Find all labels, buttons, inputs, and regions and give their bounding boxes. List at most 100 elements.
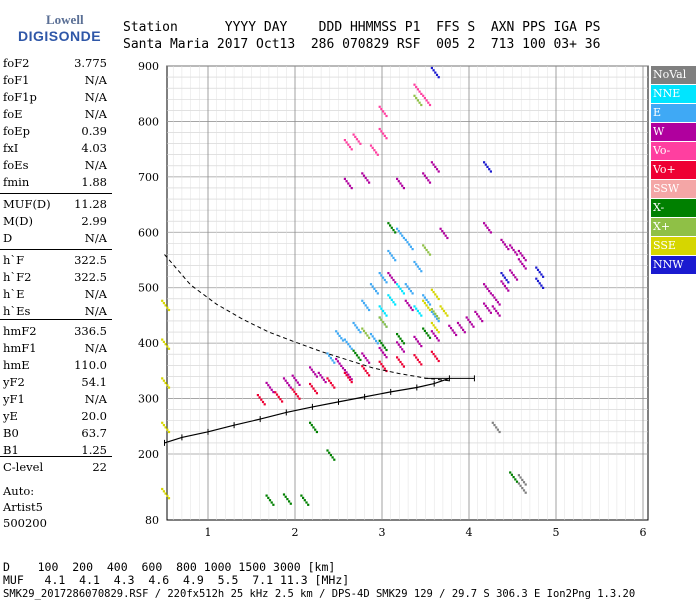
echo-point — [335, 330, 338, 333]
param-value: 322.5 — [74, 253, 107, 267]
param-label: hmF1 — [3, 341, 37, 355]
echo-point — [456, 321, 460, 325]
echo-point — [166, 428, 169, 431]
echo-point — [369, 333, 373, 336]
echo-point — [315, 430, 318, 434]
echo-point — [376, 342, 379, 345]
echo-point — [437, 320, 440, 323]
echo-point — [483, 283, 486, 286]
echo-point — [432, 163, 435, 166]
echo-point — [161, 377, 164, 380]
echo-point — [481, 320, 484, 323]
echo-point — [378, 105, 381, 108]
echo-point — [406, 241, 409, 244]
echo-point — [486, 165, 489, 168]
echo-point — [263, 403, 266, 406]
echo-point — [493, 296, 496, 299]
echo-point — [373, 149, 376, 152]
echo-point — [435, 73, 439, 76]
echo-point — [161, 338, 164, 341]
echo-point — [333, 386, 336, 389]
echo-point — [434, 312, 437, 315]
echo-point — [267, 384, 270, 387]
echo-point — [420, 363, 423, 366]
echo-point — [496, 301, 499, 304]
param-row-hmf2: hmF2 336.5 — [3, 324, 109, 340]
echo-point — [420, 345, 423, 348]
echo-point — [430, 350, 433, 353]
echo-point — [385, 314, 388, 317]
echo-point — [361, 365, 364, 368]
echo-point — [517, 258, 520, 261]
echo-point — [260, 398, 263, 401]
param-row-yf1: yF1 N/A — [3, 392, 109, 408]
plot-frame — [166, 65, 649, 521]
echo-point — [408, 243, 411, 246]
echo-point — [430, 321, 433, 325]
echo-point — [522, 265, 526, 268]
echo-point — [488, 290, 491, 293]
legend-item-e: E — [651, 104, 696, 122]
echo-point — [289, 502, 292, 505]
echo-point — [517, 249, 520, 253]
echo-point — [396, 283, 399, 286]
echo-point — [385, 137, 388, 140]
echo-point — [166, 345, 169, 348]
echo-point — [505, 278, 508, 282]
echo-point — [496, 312, 499, 315]
echo-point — [402, 236, 405, 240]
echo-point — [522, 489, 526, 492]
echo-point — [291, 374, 294, 377]
echo-point — [164, 343, 167, 346]
echo-point — [446, 314, 449, 317]
echo-point — [164, 304, 167, 307]
param-label: hmF2 — [3, 324, 37, 338]
echo-point — [495, 426, 498, 429]
echo-point — [507, 289, 510, 292]
echo-point — [364, 176, 367, 180]
echo-point — [394, 231, 397, 234]
echo-point — [328, 451, 331, 454]
echo-point — [418, 90, 421, 93]
echo-point — [296, 381, 299, 384]
echo-point — [397, 230, 400, 233]
echo-point — [413, 335, 416, 338]
echo-point — [282, 377, 286, 380]
echo-point — [352, 349, 355, 352]
echo-point — [258, 396, 261, 399]
echo-point — [275, 393, 279, 396]
echo-point — [432, 353, 435, 356]
echo-point — [396, 333, 399, 336]
echo-point — [392, 301, 395, 304]
echo-point — [425, 99, 428, 102]
echo-point — [439, 305, 442, 308]
echo-point — [409, 306, 412, 309]
echo-point — [397, 358, 400, 361]
echo-point — [389, 274, 392, 277]
echo-point — [396, 356, 399, 359]
echo-point — [300, 494, 303, 497]
param-row-muf-d-: MUF(D) 11.28 — [3, 197, 109, 213]
echo-point — [333, 458, 336, 461]
echo-point — [164, 426, 167, 429]
echo-point — [495, 309, 498, 313]
echo-point — [479, 317, 482, 320]
echo-point — [505, 245, 508, 248]
logo-line2: DIGISONDE — [18, 28, 102, 44]
echo-point — [510, 271, 513, 274]
echo-point — [435, 357, 439, 360]
x-tick-label: 2 — [292, 526, 299, 539]
echo-point — [413, 260, 416, 264]
echo-point — [274, 391, 277, 394]
echo-point — [373, 287, 376, 290]
legend-item-vo-: Vo+ — [651, 161, 696, 179]
echo-point — [331, 384, 334, 387]
echo-point — [435, 315, 439, 318]
echo-point — [167, 386, 171, 389]
echo-point — [265, 381, 268, 384]
echo-point — [380, 349, 383, 352]
param-value: 1.88 — [81, 175, 107, 189]
echo-point — [422, 94, 425, 97]
echo-point — [385, 114, 388, 118]
echo-point — [314, 428, 317, 431]
